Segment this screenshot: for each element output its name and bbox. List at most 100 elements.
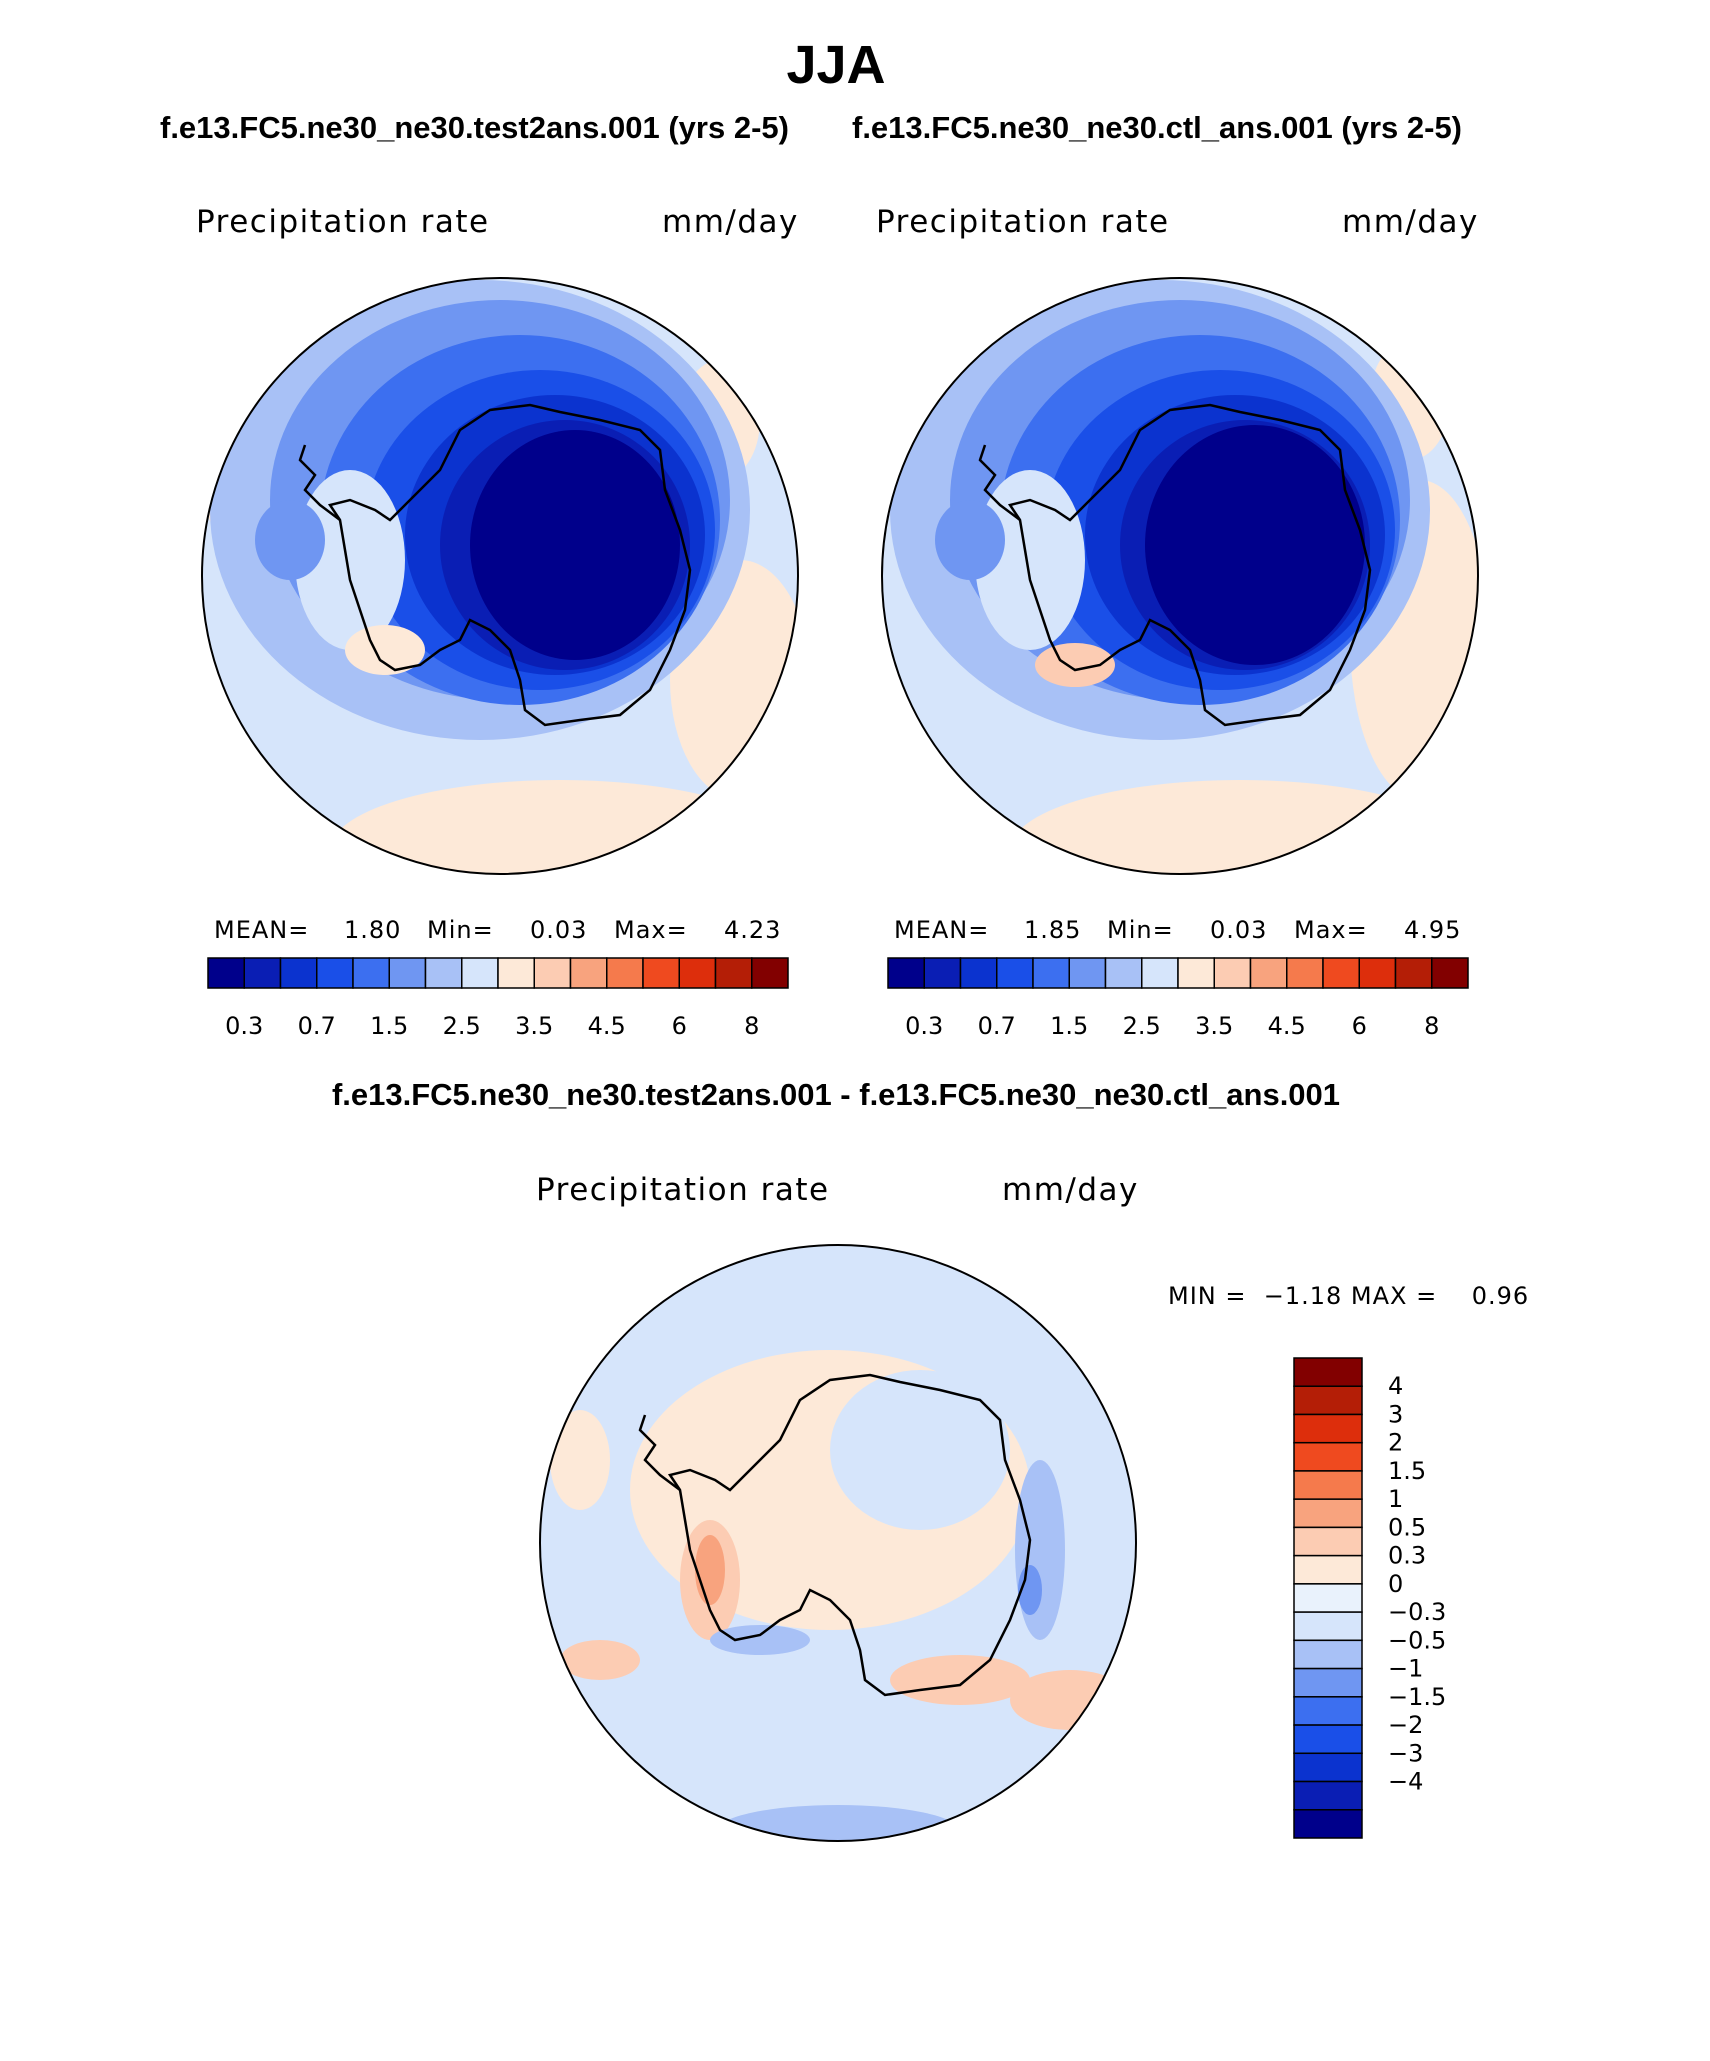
control-colorbar-tick-label: 1.5	[1050, 1012, 1088, 1040]
difference-colorbar-swatch	[1293, 1583, 1363, 1613]
test-precip-map	[201, 277, 799, 875]
difference-colorbar-tick-label: −0.5	[1388, 1626, 1446, 1654]
control-colorbar-tick-label: 0.7	[978, 1012, 1016, 1040]
difference-colorbar-tick-label: 0.3	[1388, 1542, 1426, 1570]
test-variable-label: Precipitation rate	[196, 204, 490, 240]
test-colorbar-swatch	[388, 957, 427, 989]
test-max-value: 4.23	[724, 916, 782, 944]
control-mean-label: MEAN=	[894, 916, 990, 944]
control-max-label: Max=	[1294, 916, 1368, 944]
control-colorbar-swatch	[887, 957, 925, 989]
control-colorbar-swatch	[1068, 957, 1107, 989]
test-max-label: Max=	[614, 916, 688, 944]
test-colorbar-swatch	[279, 957, 318, 989]
test-colorbar-tick-label: 6	[672, 1012, 687, 1040]
control-precip-map	[881, 277, 1479, 875]
difference-colorbar-swatch	[1293, 1526, 1363, 1557]
test-colorbar-swatch	[606, 957, 644, 989]
difference-colorbar-swatch	[1293, 1667, 1363, 1698]
difference-colorbar-swatch	[1293, 1470, 1363, 1500]
difference-colorbar-swatch	[1293, 1809, 1363, 1839]
difference-colorbar-swatch	[1293, 1498, 1363, 1529]
test-mean-value: 1.80	[344, 916, 402, 944]
difference-colorbar-swatch	[1293, 1696, 1363, 1726]
test-colorbar-swatch	[243, 957, 282, 989]
test-colorbar-tick-label: 8	[744, 1012, 759, 1040]
test-colorbar-swatch	[497, 957, 535, 989]
test-colorbar-swatch	[533, 957, 572, 989]
control-colorbar-swatch	[1177, 957, 1215, 989]
control-units-label: mm/day	[1342, 204, 1479, 240]
test-case-title: f.e13.FC5.ne30_ne30.test2ans.001 (yrs 2-…	[160, 110, 789, 145]
control-colorbar-swatch	[1431, 957, 1469, 989]
difference-precip-map	[539, 1244, 1137, 1842]
difference-colorbar-swatch	[1293, 1413, 1363, 1444]
control-colorbar: 0.3 0.7 1.5 2.5 3.5 4.5 6 8	[887, 957, 1469, 1040]
difference-colorbar-swatch	[1293, 1554, 1363, 1585]
test-colorbar-swatch	[569, 957, 608, 989]
test-min-value: 0.03	[530, 916, 588, 944]
control-colorbar-swatch	[923, 957, 962, 989]
test-colorbar-swatch	[207, 957, 245, 989]
difference-colorbar-tick-label: −1	[1388, 1655, 1423, 1683]
difference-colorbar-swatch	[1293, 1385, 1363, 1416]
control-max-value: 4.95	[1404, 916, 1462, 944]
difference-case-title: f.e13.FC5.ne30_ne30.test2ans.001 - f.e13…	[331, 1077, 1341, 1112]
control-min-label: Min=	[1107, 916, 1174, 944]
difference-colorbar-tick-label: 0	[1388, 1570, 1403, 1598]
difference-colorbar-tick-label: 2	[1388, 1429, 1403, 1457]
difference-colorbar-swatch	[1293, 1611, 1363, 1642]
test-units-label: mm/day	[662, 204, 799, 240]
control-colorbar-swatch	[1213, 957, 1252, 989]
control-colorbar-tick-label: 3.5	[1195, 1012, 1233, 1040]
difference-colorbar-tick-label: −0.3	[1388, 1598, 1446, 1626]
difference-colorbar-tick-label: 4	[1388, 1372, 1403, 1400]
control-colorbar-tick-label: 4.5	[1268, 1012, 1306, 1040]
test-colorbar-tick-label: 1.5	[370, 1012, 408, 1040]
figure-title: JJA	[786, 35, 886, 95]
difference-colorbar-tick-label: 0.5	[1388, 1513, 1426, 1541]
test-colorbar-swatch	[714, 957, 753, 989]
difference-colorbar-swatch	[1293, 1357, 1363, 1387]
control-colorbar-tick-label: 2.5	[1123, 1012, 1161, 1040]
control-colorbar-swatch	[1358, 957, 1397, 989]
test-colorbar-tick-label: 3.5	[515, 1012, 553, 1040]
difference-colorbar-swatch	[1293, 1780, 1363, 1811]
test-colorbar-swatch	[424, 957, 463, 989]
difference-colorbar-tick-label: −1.5	[1388, 1683, 1446, 1711]
difference-colorbar-swatch	[1293, 1724, 1363, 1755]
difference-minmax: MIN = −1.18 MAX = 0.96	[1168, 1282, 1530, 1310]
difference-colorbar-tick-label: 3	[1388, 1400, 1403, 1428]
difference-colorbar-swatch	[1293, 1441, 1363, 1472]
difference-colorbar-swatch	[1293, 1752, 1363, 1783]
control-colorbar-tick-label: 0.3	[905, 1012, 943, 1040]
test-colorbar-swatch	[751, 957, 789, 989]
difference-colorbar-swatch	[1293, 1639, 1363, 1670]
difference-colorbar-tick-label: −4	[1388, 1768, 1423, 1796]
test-colorbar-swatch	[316, 957, 354, 989]
control-variable-label: Precipitation rate	[876, 204, 1170, 240]
control-case-title: f.e13.FC5.ne30_ne30.ctl_ans.001 (yrs 2-5…	[852, 110, 1463, 145]
control-min-value: 0.03	[1210, 916, 1268, 944]
control-colorbar-swatch	[959, 957, 998, 989]
control-mean-value: 1.85	[1024, 916, 1082, 944]
difference-colorbar-tick-label: −3	[1388, 1739, 1423, 1767]
test-min-label: Min=	[427, 916, 494, 944]
control-colorbar-swatch	[996, 957, 1034, 989]
control-colorbar-swatch	[1249, 957, 1288, 989]
test-colorbar-swatch	[461, 957, 499, 989]
control-colorbar-swatch	[1104, 957, 1143, 989]
control-colorbar-tick-label: 8	[1424, 1012, 1439, 1040]
test-colorbar-tick-label: 0.3	[225, 1012, 263, 1040]
test-colorbar-swatch	[678, 957, 717, 989]
test-colorbar-tick-label: 4.5	[588, 1012, 626, 1040]
difference-colorbar-tick-label: −2	[1388, 1711, 1423, 1739]
test-mean-label: MEAN=	[214, 916, 310, 944]
control-colorbar-tick-label: 6	[1352, 1012, 1367, 1040]
test-colorbar-tick-label: 0.7	[298, 1012, 336, 1040]
test-colorbar: 0.3 0.7 1.5 2.5 3.5 4.5 6 8	[207, 957, 789, 1040]
test-colorbar-swatch	[352, 957, 390, 989]
test-colorbar-swatch	[642, 957, 680, 989]
test-colorbar-tick-label: 2.5	[443, 1012, 481, 1040]
